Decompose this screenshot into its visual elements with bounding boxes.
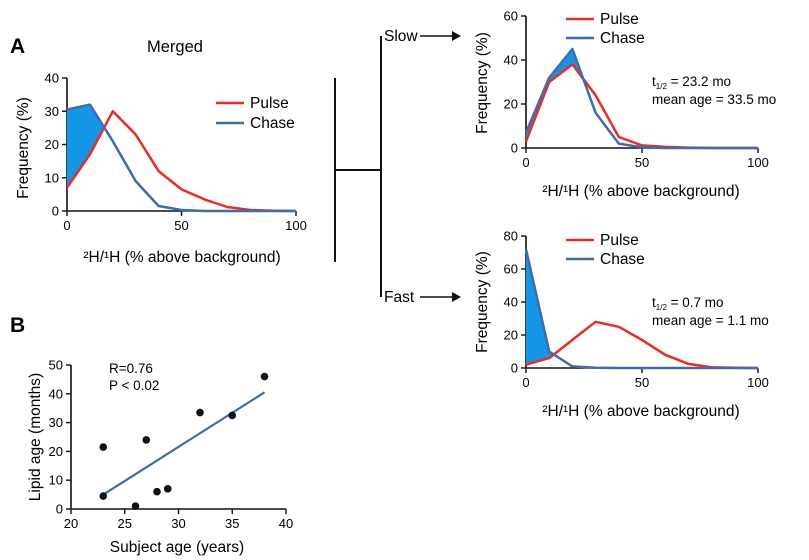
slow-halflife-value: = 23.2 mo [671, 74, 731, 89]
fast-y-label: Frequency (%) [474, 251, 491, 353]
merged-overlap-fill [67, 104, 105, 188]
merged-legend-chase: Chase [250, 115, 295, 132]
slow-x-tick-label: 100 [747, 155, 769, 170]
slow-chart: 0 50 100 0 20 40 60 ²H/¹H (% above background)… [474, 9, 776, 201]
correlation-y-label: Lipid age (months) [27, 373, 44, 501]
correlation-point [260, 372, 269, 381]
fast-arrow [420, 292, 461, 302]
fast-series-chase-line [524, 248, 758, 370]
merged-x-label: ²H/¹H (% above background) [83, 249, 280, 266]
merged-x-tick-label: 0 [63, 218, 70, 233]
correlation-r: R=0.76 [109, 361, 153, 376]
fast-overlap-fill [526, 249, 554, 365]
fast-y-tick-label: 0 [511, 361, 518, 376]
correlation-chart: 20 25 30 35 40 0 10 20 30 40 50 Subject age (years… [27, 358, 293, 557]
slow-halflife: t1/2 = 23.2 mo [652, 74, 731, 91]
correlation-y-tick-label: 0 [56, 502, 63, 517]
merged-y-tick-label: 0 [52, 204, 59, 219]
slow-overlap-fill [526, 49, 584, 142]
correlation-x-tick-label: 40 [279, 516, 293, 531]
correlation-x-tick-label: 30 [171, 516, 185, 531]
slow-legend-pulse: Pulse [600, 11, 639, 28]
correlation-point [153, 487, 161, 496]
split-bracket [334, 36, 382, 297]
fast-y-tick-label: 40 [504, 295, 518, 310]
fast-label: Fast [384, 289, 415, 306]
slow-mean-age: mean age = 33.5 mo [652, 92, 776, 107]
merged-y-label: Frequency (%) [15, 97, 32, 199]
correlation-point [228, 411, 237, 420]
correlation-point [163, 485, 172, 493]
slow-legend-chase: Chase [600, 30, 645, 47]
correlation-y-tick-label: 40 [49, 386, 63, 401]
correlation-y-tick-label: 10 [49, 473, 63, 488]
slow-y-tick-label: 20 [504, 97, 518, 112]
merged-x-tick-label: 50 [174, 218, 188, 233]
panel-a-letter: A [10, 35, 25, 58]
merged-y-tick-label: 40 [45, 71, 59, 86]
merged-y-tick-label: 20 [45, 137, 59, 152]
slow-x-label: ²H/¹H (% above background) [542, 183, 739, 200]
fast-y-tick-label: 80 [504, 229, 518, 244]
slow-label: Slow [384, 28, 418, 45]
merged-x-tick-label: 100 [285, 218, 307, 233]
panel-b-letter: B [10, 314, 25, 337]
correlation-x-tick-label: 25 [118, 516, 132, 531]
fast-y-tick-label: 20 [504, 328, 518, 343]
correlation-x-label: Subject age (years) [110, 539, 244, 556]
correlation-point [196, 408, 204, 417]
correlation-x-tick-label: 35 [225, 516, 239, 531]
fast-chart: 0 50 100 0 20 40 60 80 ²H/¹H (% above backgroun… [474, 229, 769, 421]
slow-y-tick-label: 0 [511, 141, 518, 156]
correlation-y-tick-label: 50 [49, 358, 63, 373]
correlation-point [99, 443, 108, 451]
fast-y-tick-label: 60 [504, 262, 518, 277]
correlation-point [131, 502, 140, 510]
correlation-p: P < 0.02 [109, 378, 159, 393]
slow-y-tick-label: 40 [504, 53, 518, 68]
slow-series-chase-line [524, 47, 758, 150]
fast-x-label: ²H/¹H (% above background) [542, 403, 739, 420]
slow-y-label: Frequency (%) [474, 32, 491, 134]
correlation-point [99, 492, 108, 500]
merged-title: Merged [147, 38, 203, 56]
slow-arrow [420, 31, 461, 41]
slow-x-tick-label: 50 [635, 155, 649, 170]
fast-legend-pulse: Pulse [600, 232, 639, 249]
correlation-fit-line [102, 391, 266, 496]
merged-series-chase-line [66, 103, 296, 213]
correlation-point [142, 436, 151, 444]
merged-legend-pulse: Pulse [250, 95, 289, 112]
fast-series-pulse-line [525, 320, 759, 370]
fast-mean-age: mean age = 1.1 mo [652, 313, 769, 328]
fast-x-tick-label: 0 [522, 375, 529, 390]
slow-y-tick-label: 60 [504, 9, 518, 24]
correlation-x-tick-label: 20 [64, 516, 78, 531]
slow-x-tick-label: 0 [522, 155, 529, 170]
fast-legend-chase: Chase [600, 251, 645, 268]
fast-x-tick-label: 100 [747, 375, 769, 390]
correlation-y-tick-label: 20 [49, 444, 63, 459]
fast-x-tick-label: 50 [635, 375, 649, 390]
fast-halflife-value: = 0.7 mo [671, 295, 724, 310]
merged-y-tick-label: 10 [45, 170, 59, 185]
fast-halflife: t1/2 = 0.7 mo [652, 295, 724, 312]
correlation-y-tick-label: 30 [49, 415, 63, 430]
merged-chart: Merged 0 50 100 0 10 20 30 40 ²H/¹H (% above ba… [15, 38, 307, 266]
merged-y-tick-label: 30 [45, 104, 59, 119]
